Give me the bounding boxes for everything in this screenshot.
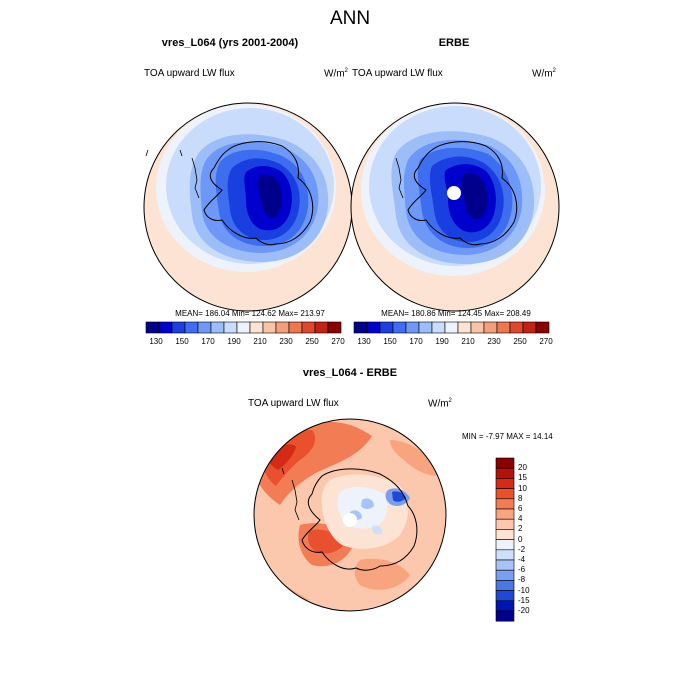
colorbar-diff-box	[495, 478, 515, 489]
colorbar-model-box	[275, 321, 290, 334]
colorbar-diff-tick: 8	[518, 493, 523, 503]
colorbar-model-box	[197, 321, 212, 334]
colorbar-diff-box	[495, 529, 515, 540]
colorbar-diff-box	[495, 569, 515, 581]
stats-obs: MEAN= 180.86 Min= 124.45 Max= 208.49	[381, 309, 531, 318]
stats-model: MEAN= 186.04 Min= 124.62 Max= 213.97	[175, 309, 325, 318]
colorbar-model-box	[171, 321, 186, 334]
colorbar-model-tick: 130	[149, 337, 163, 346]
colorbar-obs-tick: 150	[383, 337, 397, 346]
colorbar-model-box	[223, 321, 238, 334]
colorbar-obs-box	[379, 321, 394, 334]
main-title: ANN	[329, 8, 371, 29]
colorbar-obs-box	[535, 321, 550, 334]
colorbar-diff-box	[495, 488, 515, 500]
colorbar-diff-box	[495, 610, 515, 622]
colorbar-obs-box	[496, 321, 511, 334]
colorbar-obs-box	[353, 321, 368, 334]
colorbar-model-tick: 250	[305, 337, 319, 346]
colorbar-obs-boxes	[353, 321, 550, 334]
colorbar-diff-tick: 10	[518, 483, 527, 493]
colorbar-diff-tick: 20	[518, 463, 527, 473]
colorbar-diff-box	[495, 457, 515, 469]
colorbar-obs-box	[405, 321, 420, 334]
colorbar-obs-box	[470, 321, 485, 334]
colorbar-model-box	[249, 321, 264, 334]
colorbar-diff-tick: 4	[518, 514, 523, 524]
colorbar-obs-box	[444, 321, 459, 334]
colorbar-obs-box	[522, 321, 537, 334]
colorbar-diff-box	[495, 467, 515, 479]
colorbar-obs-tick: 270	[539, 337, 553, 346]
colorbar-diff-tick: -4	[518, 555, 526, 564]
colorbar-diff-box	[495, 559, 515, 571]
colorbar-diff-box	[495, 600, 515, 612]
colorbar-diff-tick: 2	[518, 524, 523, 534]
colorbar-model-box	[301, 321, 316, 334]
colorbar-diff-tick: -15	[518, 595, 530, 605]
units-label-model: W/m2	[324, 68, 348, 80]
units-label-diff: W/m2	[428, 398, 452, 410]
colorbar-model-box	[210, 321, 225, 334]
colorbar-obs-box	[483, 321, 498, 334]
colorbar-model-box	[262, 321, 277, 334]
colorbar-obs-tick: 230	[487, 337, 501, 346]
colorbar-diff-tick: -8	[518, 575, 526, 585]
colorbar-diff-tick: -10	[518, 585, 530, 595]
colorbar-model-tick: 210	[253, 337, 267, 346]
colorbar-diff-box	[495, 590, 515, 602]
colorbar-model-tick: 190	[227, 337, 241, 346]
colorbar-obs-tick: 130	[357, 337, 371, 346]
colorbar-model-box	[327, 321, 342, 334]
colorbar-obs-tick: 250	[513, 337, 527, 346]
colorbar-model-boxes	[145, 321, 342, 334]
colorbar-model-tick: 170	[201, 337, 215, 346]
colorbar-diff-box	[495, 508, 515, 520]
colorbar-diff-boxes	[495, 457, 515, 622]
panel-title-diff: vres_L064 - ERBE	[302, 367, 398, 379]
colorbar-obs-box	[457, 321, 472, 334]
colorbar-diff-tick: 6	[518, 504, 523, 513]
colorbar-diff-box	[495, 549, 515, 561]
variable-label-obs: TOA upward LW flux	[352, 68, 443, 79]
stats-diff: MIN = -7.97 MAX = 14.14	[462, 432, 553, 441]
colorbar-diff-tick: -20	[518, 606, 530, 615]
units-label-obs: W/m2	[532, 68, 556, 80]
colorbar-model-box	[236, 321, 251, 334]
colorbar-model-box	[145, 321, 160, 334]
colorbar-diff-tick: 15	[518, 473, 527, 483]
colorbar-model-tick: 150	[175, 337, 189, 346]
colorbar-diff-tick: -6	[518, 565, 526, 575]
colorbar-obs-box	[431, 321, 446, 334]
colorbar-diff-box	[495, 580, 515, 591]
colorbar-model-box	[184, 321, 199, 334]
colorbar-diff-tick: -2	[518, 544, 526, 554]
colorbar-obs-tick: 210	[461, 337, 475, 346]
colorbar-model-tick: 230	[279, 337, 293, 346]
colorbar-obs-box	[366, 321, 381, 334]
colorbar-diff-box	[495, 518, 515, 530]
colorbar-model-box	[288, 321, 303, 334]
colorbar-diff-tick: 0	[518, 534, 523, 544]
variable-label-model: TOA upward LW flux	[144, 68, 235, 79]
colorbar-diff-box	[495, 498, 515, 510]
colorbar-model-box	[314, 321, 329, 334]
colorbar-obs-box	[418, 321, 433, 334]
colorbar-model-box	[158, 321, 173, 334]
panel-title-obs: ERBE	[438, 37, 470, 49]
colorbar-diff-box	[495, 539, 515, 551]
colorbar-obs-box	[509, 321, 524, 334]
colorbar-obs-tick: 190	[435, 337, 449, 346]
colorbar-obs-box	[392, 321, 407, 334]
colorbar-obs-tick: 170	[409, 337, 423, 346]
variable-label-diff: TOA upward LW flux	[248, 398, 339, 409]
colorbar-model-tick: 270	[331, 337, 345, 346]
panel-title-model: vres_L064 (yrs 2001-2004)	[161, 37, 299, 49]
